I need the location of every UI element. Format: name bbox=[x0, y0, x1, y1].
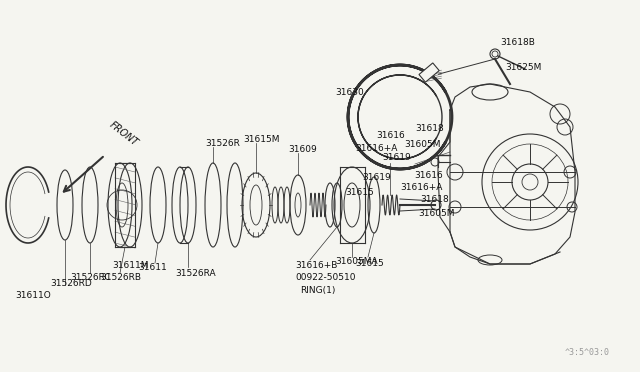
Text: 31616: 31616 bbox=[376, 131, 404, 140]
Text: 31630: 31630 bbox=[335, 87, 364, 96]
Text: 31615: 31615 bbox=[345, 187, 374, 196]
Text: ^3:5^03:0: ^3:5^03:0 bbox=[565, 348, 610, 357]
Text: 31618B: 31618B bbox=[500, 38, 535, 46]
Text: 31619: 31619 bbox=[382, 153, 411, 161]
Text: 31605M: 31605M bbox=[418, 208, 454, 218]
Text: 31605M: 31605M bbox=[404, 140, 440, 148]
Text: 31605MA: 31605MA bbox=[335, 257, 378, 266]
Text: 31615M: 31615M bbox=[243, 135, 280, 144]
Text: 31611M: 31611M bbox=[112, 260, 148, 269]
Text: 31625M: 31625M bbox=[505, 62, 541, 71]
Text: 31616: 31616 bbox=[414, 170, 443, 180]
Text: 31615: 31615 bbox=[355, 259, 384, 267]
Text: RING(1): RING(1) bbox=[300, 286, 335, 295]
Text: 31618: 31618 bbox=[420, 195, 449, 203]
Text: 31611: 31611 bbox=[138, 263, 167, 272]
Text: 31526R: 31526R bbox=[205, 138, 240, 148]
Text: 31616+A: 31616+A bbox=[400, 183, 442, 192]
Text: 31526RD: 31526RD bbox=[50, 279, 92, 288]
Text: 31526RA: 31526RA bbox=[175, 269, 216, 278]
Text: 31618: 31618 bbox=[415, 124, 444, 132]
Text: 31526RC: 31526RC bbox=[70, 273, 111, 282]
Text: 31526RB: 31526RB bbox=[100, 273, 141, 282]
Bar bbox=[419, 63, 439, 82]
Text: 31611O: 31611O bbox=[15, 291, 51, 299]
Text: 31619: 31619 bbox=[362, 173, 391, 182]
Text: 00922-50510: 00922-50510 bbox=[295, 273, 355, 282]
Text: 31616+A: 31616+A bbox=[355, 144, 397, 153]
Text: 31616+B: 31616+B bbox=[295, 260, 337, 269]
Text: 31609: 31609 bbox=[288, 144, 317, 154]
Text: FRONT: FRONT bbox=[108, 120, 140, 148]
